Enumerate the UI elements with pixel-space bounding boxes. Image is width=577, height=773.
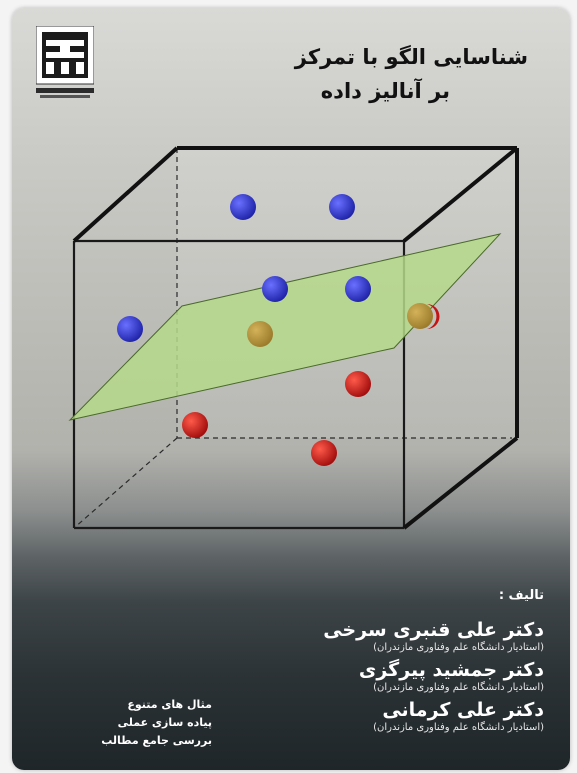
cube-outline: [72, 146, 519, 530]
author-entry: دکتر علی قنبری سرخی (استادیار دانشگاه عل…: [214, 619, 544, 655]
feature-item: مثال های متنوع: [127, 698, 212, 711]
red-point: [182, 412, 208, 438]
university-logo: [36, 26, 94, 98]
book-cover: شناسایی الگو با تمرکز بر آنالیز داده: [12, 8, 570, 770]
cube-front-edges: [72, 239, 406, 530]
author-entry: دکتر علی کرمانی (استادیار دانشگاه علم وف…: [214, 699, 544, 735]
blue-point: [230, 194, 256, 220]
author-affiliation: (استادیار دانشگاه علم وفناوری مازندران): [373, 642, 544, 653]
blue-point: [329, 194, 355, 220]
authors-heading: تالیف :: [498, 588, 544, 603]
feature-item: بررسی جامع مطالب: [101, 734, 212, 747]
cube-illustration: [68, 146, 519, 530]
blue-point: [117, 316, 143, 342]
author-name: دکتر علی قنبری سرخی: [323, 619, 544, 641]
point-behind-plane: [247, 321, 273, 347]
book-title: شناسایی الگو با تمرکز بر آنالیز داده: [168, 40, 528, 108]
feature-item: پیاده سازی عملی: [117, 716, 212, 729]
features-list: مثال های متنوع پیاده سازی عملی بررسی جام…: [62, 696, 212, 750]
author-name: دکتر جمشید پیرگزی: [358, 659, 544, 681]
red-point: [311, 440, 337, 466]
author-affiliation: (استادیار دانشگاه علم وفناوری مازندران): [373, 722, 544, 733]
book-title-line1: شناسایی الگو با تمرکز: [294, 45, 528, 69]
separating-plane: [68, 233, 502, 421]
author-entry: دکتر جمشید پیرگزی (استادیار دانشگاه علم …: [214, 659, 544, 695]
blue-point: [262, 276, 288, 302]
book-title-line2: بر آنالیز داده: [320, 79, 450, 103]
red-point-edge: [427, 304, 440, 329]
authors-section: تالیف : دکتر علی قنبری سرخی (استادیار دا…: [214, 588, 544, 739]
red-point: [345, 371, 371, 397]
author-name: دکتر علی کرمانی: [382, 699, 544, 721]
cube-hidden-edges: [73, 148, 512, 529]
blue-point: [345, 276, 371, 302]
author-affiliation: (استادیار دانشگاه علم وفناوری مازندران): [373, 682, 544, 693]
point-behind-plane: [407, 303, 433, 329]
